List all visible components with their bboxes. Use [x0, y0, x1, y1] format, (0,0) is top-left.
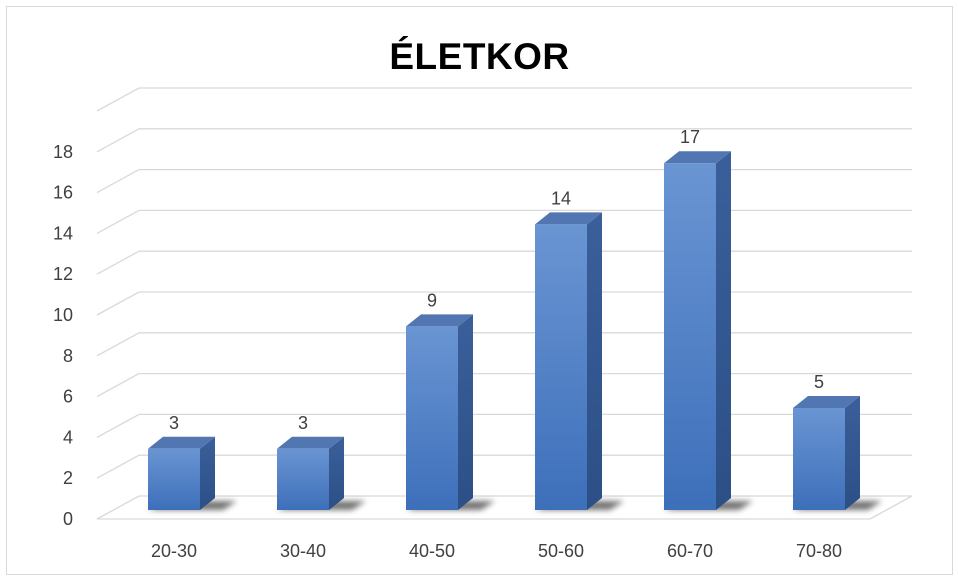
- y-tick-label: 8: [63, 346, 73, 366]
- bar-side: [587, 212, 602, 510]
- floor-edge-side: [869, 495, 913, 520]
- x-tick-label: 20-30: [151, 541, 197, 561]
- data-label: 3: [298, 413, 308, 433]
- gridline-depth: [96, 250, 140, 275]
- y-tick-label: 10: [53, 305, 73, 325]
- data-label: 14: [551, 188, 571, 208]
- bar-top: [535, 212, 602, 225]
- gridline-depth: [96, 413, 140, 438]
- bar-front: [148, 448, 200, 510]
- bar-side: [716, 151, 731, 510]
- y-tick-label: 2: [63, 468, 73, 488]
- bar: [535, 212, 624, 510]
- bar-front: [406, 326, 458, 510]
- data-label: 17: [680, 127, 700, 147]
- bar-top: [793, 396, 860, 408]
- bar: [277, 436, 366, 510]
- bar: [148, 436, 237, 510]
- bar-side: [329, 436, 344, 510]
- y-tick-label: 16: [53, 183, 73, 203]
- y-tick-label: 14: [53, 223, 73, 243]
- gridline-depth: [96, 495, 140, 520]
- gridline-depth: [96, 291, 140, 316]
- y-tick-label: 4: [63, 427, 73, 447]
- gridline-depth: [96, 87, 140, 112]
- data-label: 5: [814, 372, 824, 392]
- bar: [664, 151, 753, 510]
- bar-side: [200, 436, 215, 510]
- bar: [793, 396, 882, 510]
- bar-front: [277, 448, 329, 510]
- gridline-depth: [96, 454, 140, 479]
- x-tick-label: 40-50: [409, 541, 455, 561]
- data-label: 9: [427, 290, 437, 310]
- bar-side: [845, 396, 860, 510]
- x-tick-label: 60-70: [667, 541, 713, 561]
- y-tick-label: 18: [53, 142, 73, 162]
- gridline-depth: [96, 128, 140, 153]
- y-tick-label: 0: [63, 509, 73, 529]
- bar-front: [793, 408, 845, 510]
- x-tick-label: 30-40: [280, 541, 326, 561]
- bar-top: [277, 436, 344, 449]
- bar: [406, 314, 495, 510]
- y-tick-label: 6: [63, 387, 73, 407]
- x-tick-label: 50-60: [538, 541, 584, 561]
- data-label: 3: [169, 413, 179, 433]
- bar-front: [664, 163, 716, 510]
- gridline-depth: [96, 169, 140, 194]
- bar-top: [406, 314, 473, 327]
- bar-top: [664, 151, 731, 164]
- y-tick-label: 12: [53, 264, 73, 284]
- gridline-depth: [96, 209, 140, 234]
- chart-title: ÉLETKOR: [389, 36, 570, 77]
- bar-top: [148, 436, 215, 449]
- bar-side: [458, 314, 473, 510]
- gridline-depth: [96, 373, 140, 398]
- gridline-depth: [96, 332, 140, 357]
- bar-front: [535, 224, 587, 510]
- x-tick-label: 70-80: [796, 541, 842, 561]
